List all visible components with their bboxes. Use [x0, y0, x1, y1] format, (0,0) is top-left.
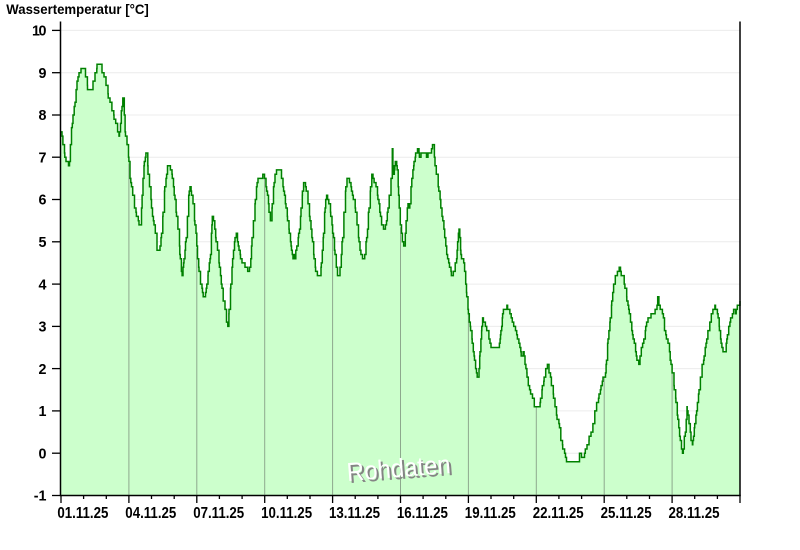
svg-text:28.11.25: 28.11.25 — [669, 505, 720, 522]
svg-text:6: 6 — [39, 193, 47, 209]
svg-text:4: 4 — [39, 277, 47, 293]
svg-text:0: 0 — [39, 446, 47, 462]
svg-text:7: 7 — [39, 150, 47, 166]
svg-text:5: 5 — [39, 235, 47, 251]
svg-text:25.11.25: 25.11.25 — [601, 505, 652, 522]
svg-text:16.11.25: 16.11.25 — [397, 505, 448, 522]
svg-text:01.11.25: 01.11.25 — [57, 505, 108, 522]
svg-text:9: 9 — [39, 66, 47, 82]
svg-text:1: 1 — [39, 404, 47, 420]
svg-text:8: 8 — [39, 108, 47, 124]
svg-text:04.11.25: 04.11.25 — [125, 505, 176, 522]
svg-text:10: 10 — [32, 24, 47, 40]
svg-text:19.11.25: 19.11.25 — [465, 505, 516, 522]
svg-text:10.11.25: 10.11.25 — [261, 505, 312, 522]
svg-text:22.11.25: 22.11.25 — [533, 505, 584, 522]
svg-text:-1: -1 — [34, 489, 47, 505]
svg-text:3: 3 — [39, 320, 47, 336]
svg-text:07.11.25: 07.11.25 — [193, 505, 244, 522]
svg-text:2: 2 — [39, 362, 47, 378]
svg-text:13.11.25: 13.11.25 — [329, 505, 380, 522]
svg-text:Wassertemperatur [°C]: Wassertemperatur [°C] — [6, 1, 149, 17]
